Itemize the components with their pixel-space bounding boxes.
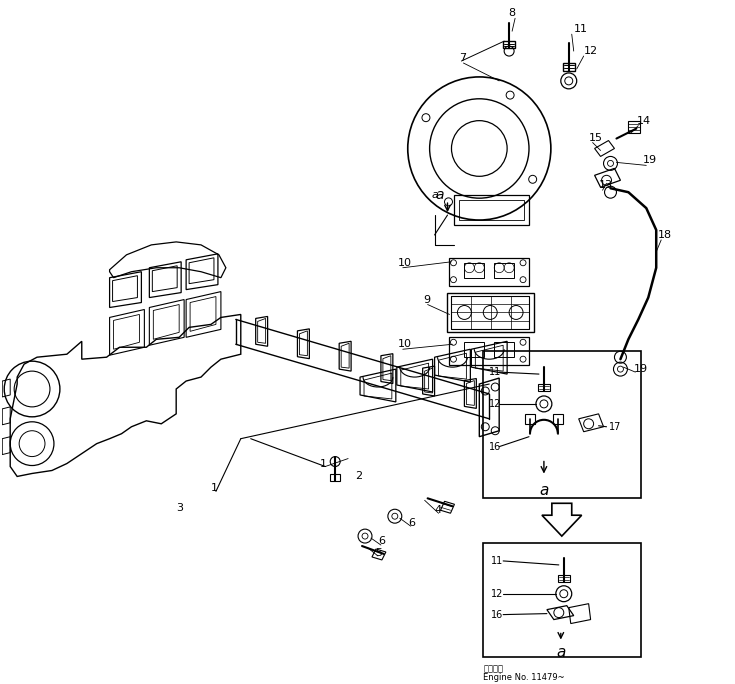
Text: Engine No. 11479~: Engine No. 11479~ xyxy=(484,673,565,682)
Text: a: a xyxy=(436,188,444,202)
Text: 16: 16 xyxy=(491,609,503,620)
Text: 19: 19 xyxy=(634,364,648,374)
Text: 12: 12 xyxy=(584,46,598,56)
Text: 3: 3 xyxy=(176,503,183,513)
Polygon shape xyxy=(542,503,581,536)
Text: 11: 11 xyxy=(490,367,501,377)
Text: 5: 5 xyxy=(375,548,382,558)
Text: 適用号機: 適用号機 xyxy=(484,665,503,674)
Text: a: a xyxy=(431,190,439,200)
Text: 18: 18 xyxy=(659,230,673,240)
Text: 19: 19 xyxy=(643,155,657,166)
Text: 13: 13 xyxy=(598,181,612,190)
Text: a: a xyxy=(556,645,565,660)
Text: 12: 12 xyxy=(490,399,501,409)
Text: 16: 16 xyxy=(490,442,501,451)
Text: 6: 6 xyxy=(408,518,415,528)
Text: 10: 10 xyxy=(398,258,412,267)
Text: 11: 11 xyxy=(574,24,588,34)
Text: 17: 17 xyxy=(609,422,621,432)
Text: 1: 1 xyxy=(211,484,218,493)
Text: 12: 12 xyxy=(491,589,503,598)
Text: 4: 4 xyxy=(434,505,442,515)
Text: a: a xyxy=(539,483,548,498)
Text: 10: 10 xyxy=(398,339,412,350)
Text: 2: 2 xyxy=(355,471,362,482)
Text: 14: 14 xyxy=(637,116,650,126)
Text: 6: 6 xyxy=(378,536,385,546)
Text: 8: 8 xyxy=(508,8,515,18)
Text: 7: 7 xyxy=(459,53,467,63)
Text: 1: 1 xyxy=(320,458,327,469)
Text: 11: 11 xyxy=(491,556,503,566)
Text: 9: 9 xyxy=(423,295,431,304)
Text: 15: 15 xyxy=(589,133,603,142)
